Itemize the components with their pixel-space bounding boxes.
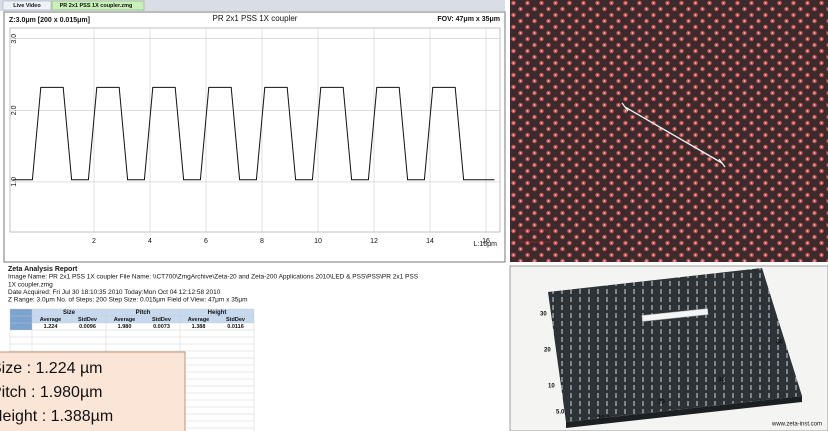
callout-line: Size : 1.224 µm bbox=[0, 360, 103, 377]
x-tick-label: 10 bbox=[314, 238, 322, 245]
report-line: 1X coupler.zmg bbox=[8, 281, 53, 288]
axis-label: 30 bbox=[718, 378, 725, 384]
x-tick-label: 16 bbox=[482, 238, 490, 245]
y-tick-label: 1.0 bbox=[11, 177, 18, 187]
x-tick-label: 4 bbox=[148, 238, 152, 245]
table-side bbox=[10, 309, 32, 330]
table-cell: 0.0116 bbox=[227, 324, 244, 330]
report-line: Z Range: 3.0μm No. of Steps: 200 Step Si… bbox=[8, 297, 248, 304]
table-cell: 0.0073 bbox=[153, 324, 170, 330]
report-line: Image Name: PR 2x1 PSS 1X coupler File N… bbox=[8, 274, 419, 281]
table-column: StdDev bbox=[226, 317, 246, 323]
table-cell: 0.0096 bbox=[79, 324, 96, 330]
axis-label: 10 bbox=[548, 384, 555, 390]
axis-label: 5.0 bbox=[556, 410, 565, 416]
tab-label: PR 2x1 PSS 1X coupler.zmg bbox=[60, 3, 133, 9]
x-tick-label: 8 bbox=[260, 238, 264, 245]
y-tick-label: 3.0 bbox=[11, 34, 18, 44]
chart-title: PR 2x1 PSS 1X coupler bbox=[213, 14, 298, 23]
x-tick-label: 12 bbox=[370, 238, 378, 245]
axis-label: 20 bbox=[544, 348, 551, 354]
callout: Size : 1.224 µm Pitch : 1.980µm Height : 1… bbox=[0, 360, 113, 425]
axis-label: 20 bbox=[658, 400, 665, 406]
microscope-image bbox=[510, 0, 828, 262]
tab-label: Live Video bbox=[13, 3, 41, 9]
axis-label: 30 bbox=[540, 312, 547, 318]
table-column: StdDev bbox=[152, 317, 172, 323]
report-line: Date Acquired: Fri Jul 30 18:10:35 2010 … bbox=[8, 289, 221, 296]
z-label: Z:3.0μm [200 x 0.015μm] bbox=[9, 17, 90, 24]
x-tick-label: 2 bbox=[92, 238, 96, 245]
table-cell: 1.388 bbox=[192, 324, 206, 330]
x-tick-label: 14 bbox=[426, 238, 434, 245]
table-cell: 1.224 bbox=[44, 324, 59, 330]
callout-line: Pitch : 1.980µm bbox=[0, 384, 103, 401]
fov-label: FOV: 47μm x 35μm bbox=[437, 16, 500, 23]
table-column: Average bbox=[40, 317, 62, 323]
axis-label: 40 bbox=[776, 340, 783, 346]
table-column: Average bbox=[188, 317, 210, 323]
table-group: Pitch bbox=[136, 310, 151, 316]
y-tick-label: 2.0 bbox=[11, 105, 18, 115]
render-surface bbox=[548, 268, 802, 422]
screen: Live Video PR 2x1 PSS 1X coupler.zmg PR … bbox=[0, 0, 828, 431]
report-title: Zeta Analysis Report bbox=[8, 266, 78, 273]
x-tick-label: 6 bbox=[204, 238, 208, 245]
table-column: StdDev bbox=[78, 317, 98, 323]
table-group: Size bbox=[63, 310, 76, 316]
table-group: Height bbox=[208, 310, 227, 316]
callout-line: Height : 1.388µm bbox=[0, 408, 113, 425]
watermark: www.zeta-inst.com bbox=[771, 422, 822, 428]
axis-label: 10.0 bbox=[598, 416, 610, 422]
table-column: Average bbox=[114, 317, 136, 323]
table-cell: 1.980 bbox=[118, 324, 132, 330]
